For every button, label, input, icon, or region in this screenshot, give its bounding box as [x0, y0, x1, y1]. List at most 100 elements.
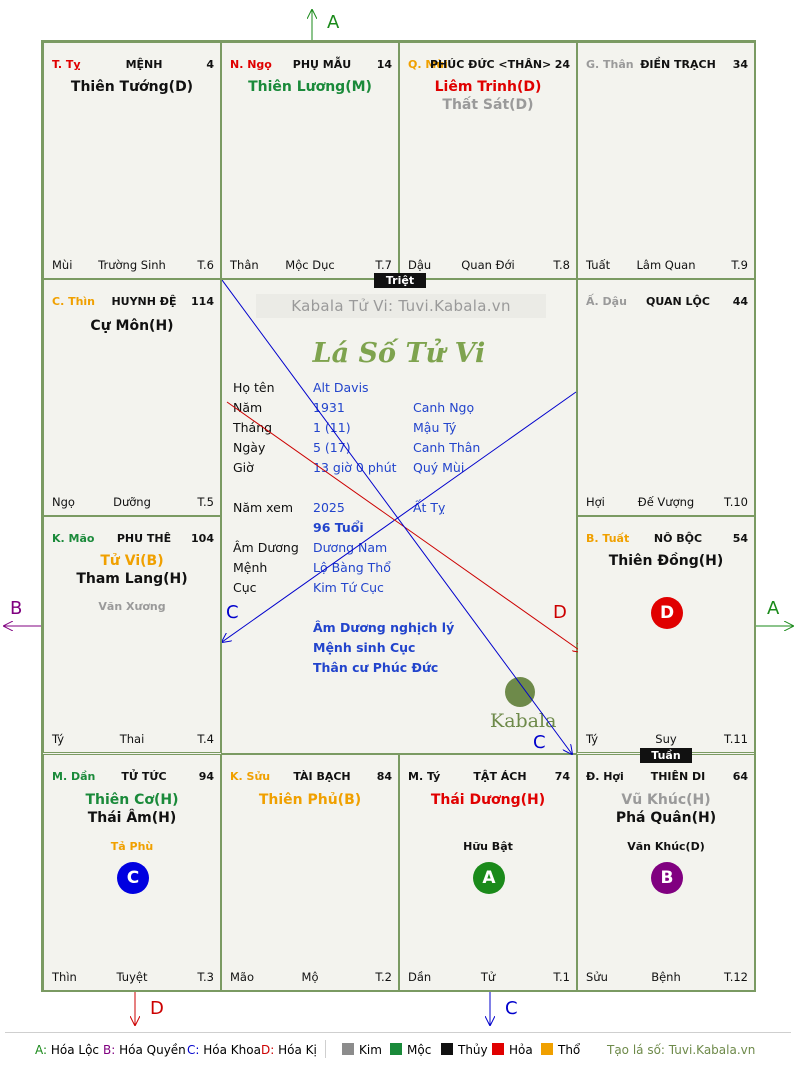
cell-tu-tuc[interactable]: M. Dần TỬ TỨC 94 Thiên Cơ(H) Thái Âm(H) …: [43, 754, 221, 991]
cell-branch: N. Ngọ: [230, 58, 272, 71]
legend-hoa-ki: D: Hóa Kị: [261, 1043, 317, 1057]
cell-bottom-left: Tý: [52, 732, 65, 746]
cell-number: 34: [732, 58, 748, 71]
cell-tat-ach[interactable]: M. Tý TẬT ÁCH 74 Thái Dương(H) Hữu Bật A…: [399, 754, 577, 991]
element-swatch: [492, 1043, 504, 1055]
cell-bottom-mid: Dưỡng: [113, 495, 151, 509]
legend-element-tho: Thổ: [541, 1043, 580, 1057]
main-star: Thái Dương(H): [430, 792, 546, 808]
kabala-logo-text: Kabala: [490, 710, 557, 732]
cell-palace: PHU THÊ: [116, 532, 172, 545]
info-value: 1931: [313, 400, 345, 415]
hoa-ki-badge: D: [651, 597, 683, 629]
minor-star: Văn Xương: [98, 600, 166, 613]
cell-number: 74: [554, 770, 570, 783]
main-star: Phá Quân(H): [615, 810, 717, 826]
cell-branch: K. Mão: [52, 532, 95, 545]
cell-branch: M. Dần: [52, 770, 96, 783]
cell-bottom-mid: Lâm Quan: [636, 258, 696, 272]
info-value-can-chi: Ất Tỵ: [413, 500, 446, 515]
element-swatch: [342, 1043, 354, 1055]
cell-palace: HUYNH ĐỆ: [111, 295, 177, 308]
cell-bottom-mid: Thai: [119, 732, 145, 746]
cell-number: 4: [206, 58, 214, 71]
cell-menh[interactable]: T. Tỵ MỆNH 4 Thiên Tướng(D) Mùi Trường S…: [43, 42, 221, 279]
cell-number: 94: [198, 770, 214, 783]
cell-phu-the[interactable]: K. Mão PHU THÊ 104 Tử Vi(B) Tham Lang(H)…: [43, 516, 221, 753]
cell-number: 44: [732, 295, 748, 308]
cell-huynh-de[interactable]: C. Thìn HUYNH ĐỆ 114 Cự Môn(H) Ngọ Dưỡng…: [43, 279, 221, 516]
kabala-logo-icon: [505, 677, 535, 707]
main-star: Cự Môn(H): [90, 318, 174, 334]
main-star: Vũ Khúc(H): [621, 792, 711, 808]
cell-bottom-mid: Bệnh: [651, 970, 681, 984]
cell-dien-trach[interactable]: G. Thân ĐIỀN TRẠCH 34 Tuất Lâm Quan T.9: [577, 42, 755, 279]
legend-key: A:: [35, 1043, 48, 1057]
legend-separator: [325, 1040, 326, 1058]
info-value: 2025: [313, 500, 345, 515]
hoa-quyen-badge: B: [651, 862, 683, 894]
element-name: Kim: [359, 1043, 382, 1057]
legend-element-thuy: Thủy: [441, 1043, 488, 1057]
cell-bottom-mid: Tử: [480, 970, 496, 984]
main-star: Thiên Cơ(H): [85, 792, 179, 808]
legend-element-kim: Kim: [342, 1043, 382, 1057]
cell-palace: PHỤ MẪU: [292, 58, 352, 71]
info-label: Cục: [233, 580, 257, 595]
center-label-c-bottom: C: [533, 732, 546, 753]
cell-bottom-right: T.3: [197, 970, 214, 984]
cell-branch: Q. Mùi: [408, 58, 448, 71]
cell-bottom-left: Mão: [230, 970, 255, 984]
site-watermark: Kabala Tử Vi: Tuvi.Kabala.vn: [256, 294, 546, 318]
cell-bottom-left: Tuất: [586, 258, 611, 272]
legend-text: Hóa Quyền: [119, 1043, 186, 1057]
legend-site-link[interactable]: Tạo lá số: Tuvi.Kabala.vn: [607, 1043, 756, 1057]
arrow-label-right: A: [767, 598, 780, 619]
info-value: Alt Davis: [313, 380, 369, 395]
chart-title: Lá Số Tử Vi: [312, 338, 486, 369]
cell-number: 54: [732, 532, 748, 545]
legend-text: Hóa Khoa: [203, 1043, 261, 1057]
main-star: Tham Lang(H): [76, 571, 188, 587]
element-name: Hỏa: [509, 1043, 533, 1057]
cell-bottom-left: Ngọ: [52, 495, 75, 509]
main-star: Tử Vi(B): [100, 553, 164, 569]
center-label-d: D: [553, 602, 567, 623]
cell-phuc-duc[interactable]: Q. Mùi PHÚC ĐỨC <THÂN> 24 Liêm Trinh(D) …: [399, 42, 577, 279]
cell-branch: T. Tỵ: [52, 58, 81, 71]
cell-bottom-left: Sửu: [586, 970, 608, 984]
cell-branch: K. Sửu: [230, 770, 271, 783]
cell-bottom-mid: Suy: [655, 732, 677, 746]
cell-palace: TẬT ÁCH: [473, 770, 527, 783]
legend-hoa-khoa: C: Hóa Khoa: [187, 1043, 261, 1057]
arrow-label-left: B: [10, 598, 23, 619]
cell-quan-loc[interactable]: Ấ. Dậu QUAN LỘC 44 Hợi Đế Vượng T.10: [577, 279, 755, 516]
cell-phu-mau[interactable]: N. Ngọ PHỤ MẪU 14 Thiên Lương(M) Thân Mộ…: [221, 42, 399, 279]
cell-tai-bach[interactable]: K. Sửu TÀI BẠCH 84 Thiên Phủ(B) Mão Mộ T…: [221, 754, 399, 991]
arrow-label-top: A: [327, 12, 340, 33]
element-name: Thổ: [558, 1043, 581, 1057]
cell-number: 84: [376, 770, 392, 783]
cell-bottom-mid: Mộ: [301, 970, 319, 984]
cell-bottom-mid: Đế Vượng: [637, 495, 695, 509]
cell-bottom-right: T.9: [731, 258, 748, 272]
cell-number: 64: [732, 770, 748, 783]
cell-thien-di[interactable]: Đ. Hợi THIÊN DI 64 Vũ Khúc(H) Phá Quân(H…: [577, 754, 755, 991]
cell-bottom-right: T.6: [197, 258, 214, 272]
element-swatch: [541, 1043, 553, 1055]
cell-no-boc[interactable]: B. Tuất NÔ BỘC 54 Thiên Đồng(H) D Tý Suy…: [577, 516, 755, 753]
cell-bottom-mid: Quan Đới: [461, 258, 515, 272]
info-label: Họ tên: [233, 380, 275, 395]
center-info-panel: Kabala Tử Vi: Tuvi.Kabala.vn Lá Số Tử Vi…: [221, 279, 578, 754]
legend-divider: [5, 1032, 791, 1033]
hoa-loc-badge: A: [473, 862, 505, 894]
age-value: 96 Tuổi: [313, 520, 364, 535]
main-star: Thiên Lương(M): [248, 79, 372, 95]
cell-bottom-left: Mùi: [52, 258, 73, 272]
cell-bottom-right: T.10: [724, 495, 748, 509]
element-name: Mộc: [407, 1043, 432, 1057]
main-star: Thiên Phủ(B): [258, 792, 362, 808]
cell-palace: ĐIỀN TRẠCH: [640, 58, 716, 71]
info-label: Âm Dương: [233, 540, 299, 555]
legend-element-hoa: Hỏa: [492, 1043, 533, 1057]
